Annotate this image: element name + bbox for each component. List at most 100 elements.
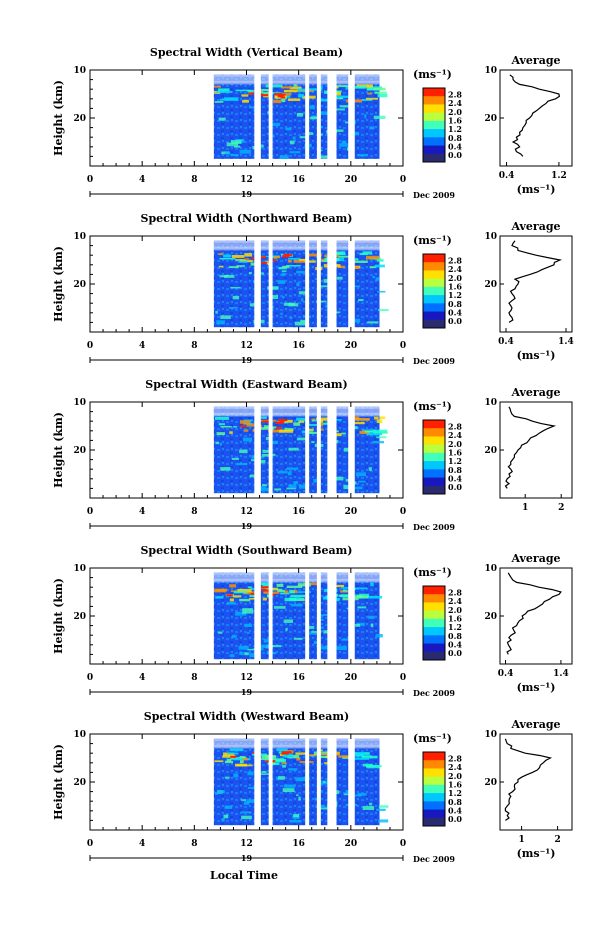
heatmap-patch [293, 84, 298, 87]
heatmap-patch [269, 759, 287, 763]
heatmap-gap-row [213, 576, 380, 578]
y-axis-label: Height (km) [52, 80, 65, 156]
colorbar-segment [423, 112, 445, 122]
heatmap-patch [262, 597, 267, 601]
x-tick-label: 12 [240, 839, 253, 849]
y-tick-label: 20 [73, 114, 86, 124]
heatmap-gap-column [316, 239, 321, 329]
colorbar-tick-label: 1.2 [448, 622, 462, 632]
heatmap-patch [281, 272, 286, 277]
y-tick-label: 10 [73, 564, 86, 574]
heatmap-gap-row [213, 242, 380, 244]
heatmap-hotspot [258, 586, 269, 589]
colorbar-tick-label: 0.0 [448, 150, 462, 160]
colorbar-segment [423, 586, 445, 595]
heatmap-patch [338, 755, 353, 758]
date-day-label: 19 [241, 853, 253, 863]
heatmap-hotspot [230, 755, 237, 758]
average-x-tick-label: 1 [522, 503, 528, 513]
heatmap-patch [262, 584, 271, 588]
heatmap-patch [288, 257, 301, 260]
heatmap-gap-column [348, 737, 355, 827]
heatmap-patch [242, 609, 254, 614]
heatmap-patch [318, 98, 329, 102]
heatmap-patch [239, 760, 244, 764]
heatmap-patch [309, 116, 320, 120]
heatmap-gap-column [268, 239, 273, 329]
heatmap-gap-row [213, 245, 380, 247]
heatmap-patch [244, 258, 250, 260]
colorbar-frame [422, 585, 446, 661]
x-tick-label: 8 [191, 673, 197, 683]
colorbar-tick-label: 0.8 [448, 465, 462, 475]
heatmap-gap-column [327, 571, 337, 661]
x-tick-label: 8 [191, 507, 197, 517]
heatmap-patch [283, 302, 295, 306]
heatmap-gap-column [305, 239, 310, 329]
heatmap-patch [357, 480, 366, 483]
heatmap-patch [299, 258, 308, 261]
colorbar-tick-label: 0.8 [448, 631, 462, 641]
average-y-tick-label: 20 [484, 612, 497, 622]
heatmap-patch [361, 755, 378, 759]
heatmap-patch [377, 290, 386, 293]
colorbar-tick-label: 2.4 [448, 762, 462, 772]
panel-title: Spectral Width (Southward Beam) [140, 544, 352, 557]
colorbar-tick-label: 2.4 [448, 430, 462, 440]
heatmap-patch [336, 251, 343, 255]
heatmap-patch [336, 598, 341, 601]
colorbar-tick-label: 1.6 [448, 282, 462, 292]
date-month-year: Dec 2009 [413, 190, 455, 200]
heatmap-patch [242, 758, 249, 761]
heatmap-patch [358, 299, 364, 302]
heatmap-patch [289, 597, 304, 601]
heatmap-patch [265, 436, 272, 441]
heatmap-patch [218, 88, 230, 92]
heatmap-hotspot [282, 255, 290, 258]
heatmap-patch [277, 471, 288, 474]
heatmap-patch [224, 805, 233, 809]
heatmap-gap-column [305, 405, 310, 495]
date-month-year: Dec 2009 [413, 522, 455, 532]
heatmap-patch [242, 99, 249, 103]
heatmap-patch [241, 815, 252, 820]
average-unit-label: (ms⁻¹) [517, 183, 556, 196]
colorbar-segment [423, 129, 445, 138]
colorbar-tick-label: 2.4 [448, 596, 462, 606]
average-unit-label: (ms⁻¹) [517, 847, 556, 860]
heatmap-patch [262, 484, 268, 487]
heatmap-patch [218, 423, 226, 426]
heatmap-patch [345, 86, 351, 90]
heatmap-patch [297, 88, 306, 92]
heatmap-patch [307, 132, 313, 135]
heatmap-patch [296, 417, 309, 421]
x-tick-label: 8 [191, 341, 197, 351]
heatmap-patch [230, 140, 242, 144]
heatmap-gap-row [213, 243, 380, 245]
heatmap-patch [238, 645, 249, 650]
heatmap-patch [230, 286, 241, 289]
heatmap-patch [226, 758, 232, 762]
heatmap-patch [289, 317, 293, 320]
heatmap-patch [249, 106, 259, 109]
heatmap-gap-column [305, 737, 310, 827]
heatmap-patch [216, 432, 225, 436]
heatmap-patch [289, 590, 295, 594]
heatmap-patch [247, 799, 259, 803]
heatmap-patch [286, 467, 299, 470]
heatmap-patch [372, 429, 388, 434]
heatmap-patch [227, 752, 239, 755]
average-y-tick-label: 10 [484, 398, 497, 408]
heatmap-patch [336, 646, 347, 650]
panel-1: Spectral Width (Vertical Beam) 20 10 Height… [52, 46, 573, 200]
heatmap-patch [247, 771, 254, 776]
heatmap-patch [321, 422, 333, 425]
heatmap-patch [218, 117, 226, 121]
heatmap-patch [230, 154, 239, 157]
colorbar-tick-label: 1.2 [448, 124, 462, 134]
colorbar-segment [423, 262, 445, 271]
average-profile-line [508, 240, 563, 323]
colorbar-tick-label: 2.8 [448, 90, 462, 100]
y-axis-label: Height (km) [52, 578, 65, 654]
heatmap-patch [289, 86, 302, 90]
